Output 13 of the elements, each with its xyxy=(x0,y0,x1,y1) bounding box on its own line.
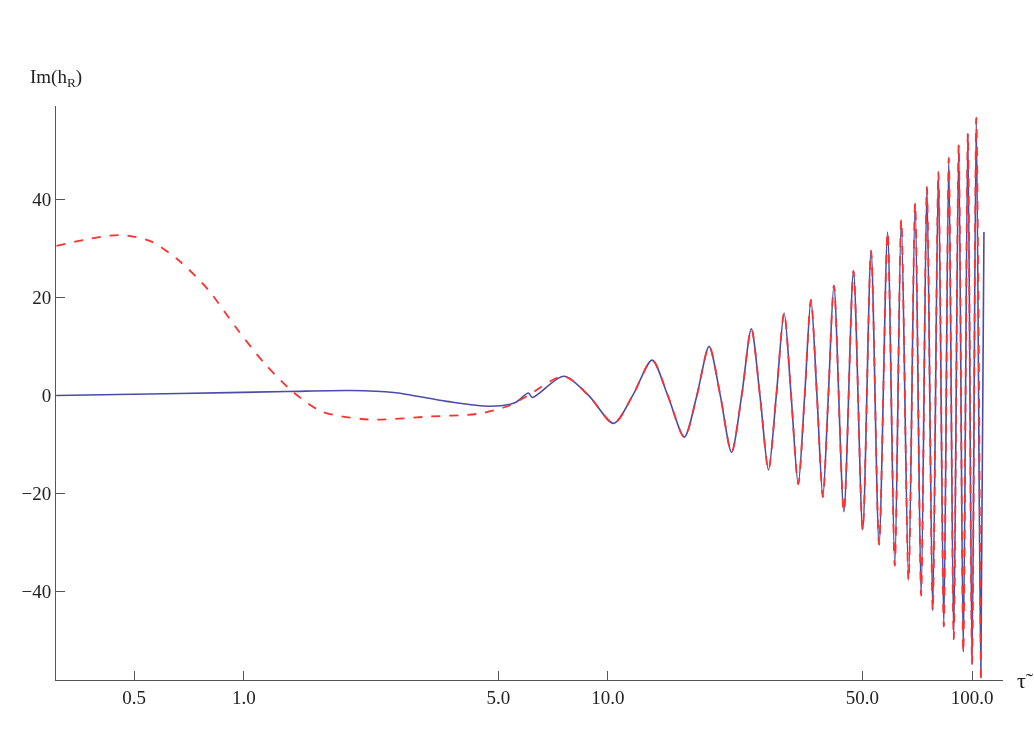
x-tick-label: 1.0 xyxy=(231,686,256,708)
y-tick-label: −20 xyxy=(21,483,52,505)
y-axis-title: Im(h$_{R}$) xyxy=(30,66,83,90)
x-axis-title: τ̃ xyxy=(1017,668,1034,693)
y-tick-label: 0 xyxy=(41,385,52,407)
x-tick-label: 50.0 xyxy=(845,686,880,708)
x-tick-label: 0.5 xyxy=(122,686,147,708)
y-tick-label: 20 xyxy=(32,286,52,308)
x-tick-label: 10.0 xyxy=(591,686,625,708)
y-tick-label: 40 xyxy=(32,188,52,210)
x-tick-label: 5.0 xyxy=(486,686,511,708)
y-tick-label: −40 xyxy=(21,581,52,603)
x-tick-label: 100.0 xyxy=(950,686,994,708)
